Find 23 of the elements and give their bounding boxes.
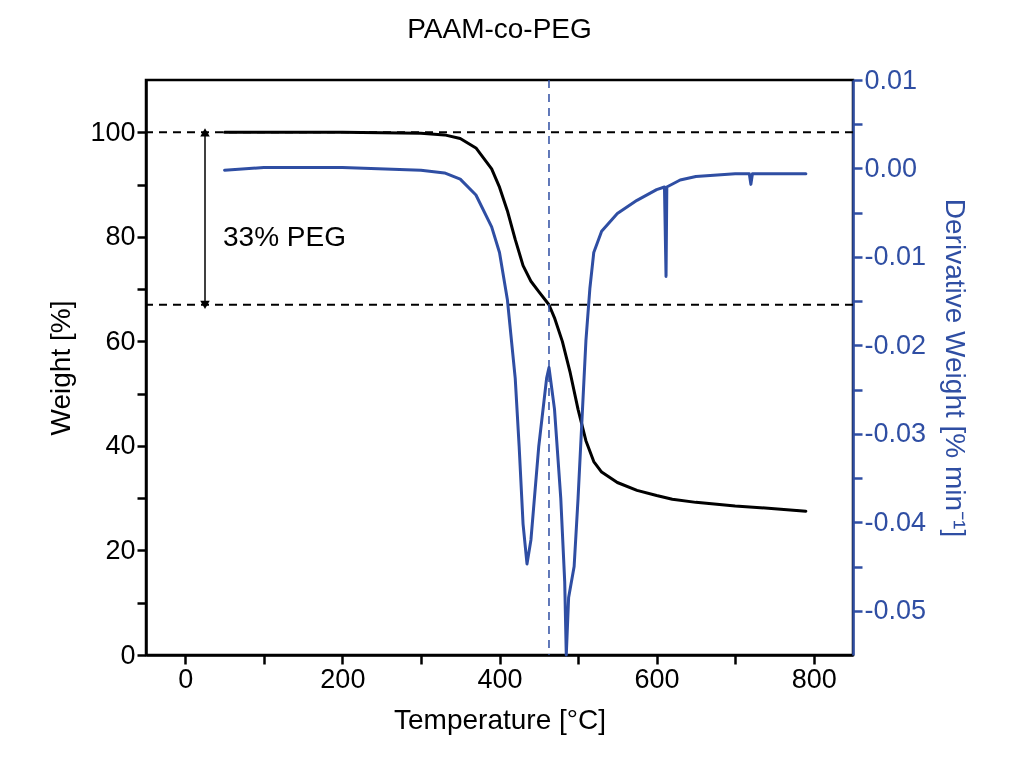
y2-tick-label: -0.02: [864, 329, 927, 360]
x-tick-label: 800: [791, 663, 837, 694]
y2-tick-label: -0.03: [864, 418, 927, 449]
y2-tick-label: -0.01: [864, 241, 927, 272]
y2-tick-label: 0.00: [864, 152, 918, 183]
y2-tick-label: -0.05: [864, 595, 927, 626]
y-tick-label: 40: [105, 430, 136, 461]
x-tick-label: 0: [178, 663, 194, 694]
y-tick-label: 0: [120, 639, 136, 670]
y2-tick-label: -0.04: [864, 506, 927, 537]
y-tick-label: 20: [105, 534, 136, 565]
x-tick-label: 400: [477, 663, 523, 694]
x-tick-label: 600: [634, 663, 680, 694]
x-tick-label: 200: [320, 663, 366, 694]
chart-title: PAAM-co-PEG: [407, 13, 592, 44]
annotation: 33% PEG: [223, 221, 346, 252]
y2-axis-title: Derivative Weight [% min⁻¹]: [940, 198, 972, 538]
y-tick-label: 80: [105, 221, 136, 252]
y2-tick-label: 0.01: [864, 64, 918, 95]
y-axis-title: Weight [%]: [45, 300, 77, 436]
y-tick-label: 60: [105, 325, 136, 356]
x-axis-title: Temperature [°C]: [394, 703, 606, 735]
y-tick-label: 100: [90, 116, 136, 147]
